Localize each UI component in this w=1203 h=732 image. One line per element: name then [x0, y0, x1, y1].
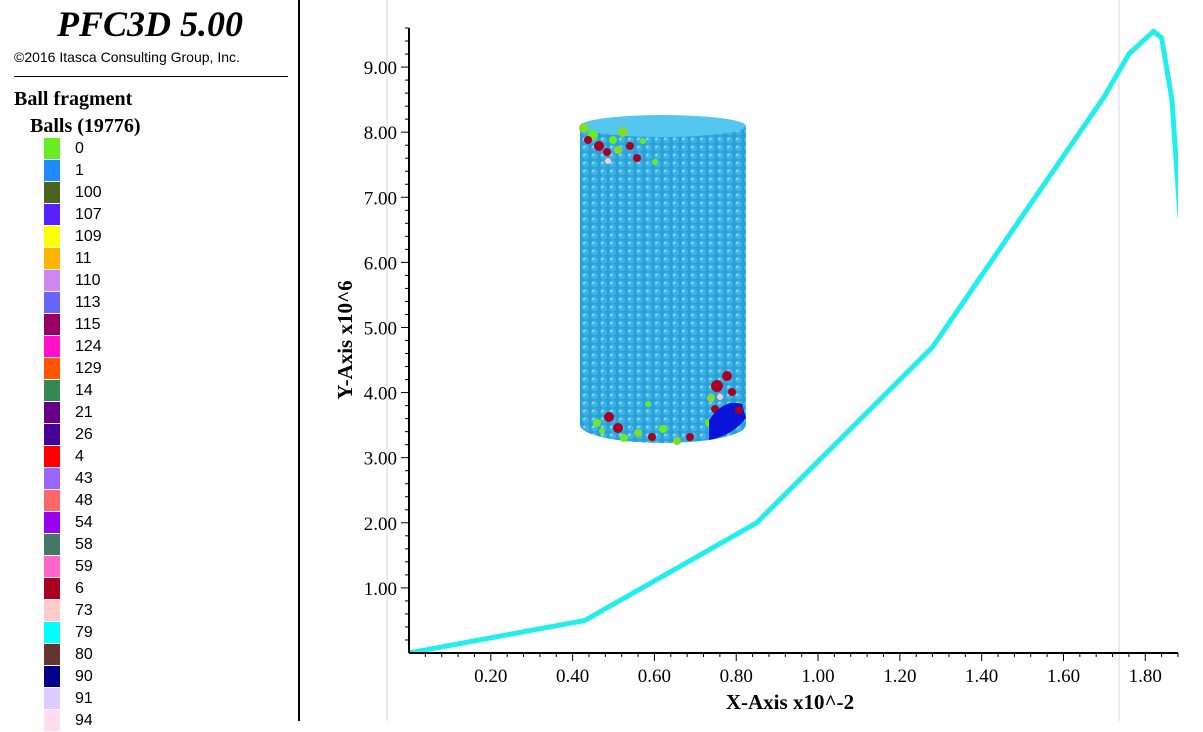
legend-label: 26: [75, 426, 93, 443]
fracture-zone-top-left: [579, 123, 658, 165]
legend-label: 14: [75, 382, 93, 399]
legend-swatch: [44, 534, 60, 555]
legend-label: 129: [75, 360, 102, 377]
x-minor-ticks: [424, 653, 1179, 661]
copyright-text: ©2016 Itasca Consulting Group, Inc.: [14, 49, 240, 65]
y-tick-label: 7.00: [364, 188, 397, 209]
x-tick-label: 1.40: [965, 666, 998, 687]
legend-swatch: [44, 336, 60, 357]
x-tick-label: 0.40: [556, 666, 589, 687]
legend-label: 80: [75, 646, 93, 663]
fracture-zone-bottom-right: [705, 371, 746, 440]
legend-label: 79: [75, 624, 93, 641]
legend-label: 59: [75, 558, 93, 575]
legend-label: 113: [75, 294, 101, 311]
app-title: PFC3D 5.00: [56, 4, 243, 44]
x-tick-label: 0.60: [638, 666, 671, 687]
y-axis-label: Y-Axis x10^6: [333, 280, 357, 399]
legend-label: 0: [75, 140, 84, 157]
legend-label: 124: [75, 338, 102, 355]
legend-swatch: [44, 204, 60, 225]
y-tick-labels: 1.00 2.00 3.00 4.00 5.00 6.00 7.00 8.00 9.00: [364, 58, 397, 600]
legend-swatch: [44, 380, 60, 401]
legend-label: 6: [75, 580, 84, 597]
legend-label: 4: [75, 448, 84, 465]
plot-area: 1.00 2.00 3.00 4.00 5.00 6.00 7.00 8.00 9.00 0.2…: [302, 0, 1203, 721]
legend-label: 107: [75, 206, 102, 223]
legend-swatch: [44, 666, 60, 687]
legend-label: 109: [75, 228, 102, 245]
legend-swatch: [44, 226, 60, 247]
chart-svg: 1.00 2.00 3.00 4.00 5.00 6.00 7.00 8.00 9.00 0.2…: [333, 0, 1179, 721]
legend-swatch: [44, 138, 60, 159]
legend-label: 43: [75, 470, 93, 487]
legend-label: 21: [75, 404, 93, 421]
axes: [408, 28, 1178, 654]
legend-label: 100: [75, 184, 102, 201]
y-tick-label: 4.00: [364, 384, 397, 405]
legend-swatch: [44, 600, 60, 621]
legend-swatch: [44, 314, 60, 335]
legend-swatch: [44, 622, 60, 643]
fracture-zone-bottom: [593, 401, 694, 445]
data-line: [409, 28, 1178, 653]
specimen-image: [579, 115, 746, 445]
x-tick-label: 1.80: [1129, 666, 1162, 687]
y-tick-label: 6.00: [364, 253, 397, 274]
legend-label: 73: [75, 602, 93, 619]
legend-label: 91: [75, 690, 93, 707]
title-divider: [14, 76, 288, 77]
legend-swatch: [44, 160, 60, 181]
legend-swatch: [44, 490, 60, 511]
y-tick-label: 3.00: [364, 449, 397, 470]
legend-swatch: [44, 556, 60, 577]
y-tick-label: 2.00: [364, 514, 397, 535]
legend-swatch: [44, 402, 60, 423]
series-line: [409, 28, 1178, 653]
y-tick-label: 1.00: [364, 579, 397, 600]
legend-swatch: [44, 688, 60, 709]
legend-label: 90: [75, 668, 93, 685]
x-tick-label: 1.00: [801, 666, 834, 687]
x-tick-label: 0.80: [720, 666, 753, 687]
x-tick-label: 0.20: [474, 666, 507, 687]
legend-swatch: [44, 578, 60, 599]
y-minor-ticks: [401, 27, 409, 641]
y-tick-label: 5.00: [364, 318, 397, 339]
legend-label: 54: [75, 514, 93, 531]
legend-swatch: [44, 292, 60, 313]
legend-panel: PFC3D 5.00 ©2016 Itasca Consulting Group…: [0, 0, 300, 731]
y-tick-label: 9.00: [364, 58, 397, 79]
legend-label: 115: [75, 316, 101, 333]
legend-swatch: [44, 248, 60, 269]
x-tick-label: 1.60: [1047, 666, 1080, 687]
legend-swatch: [44, 468, 60, 489]
legend-swatch: [44, 512, 60, 533]
y-tick-label: 8.00: [364, 123, 397, 144]
legend-label: 1: [75, 162, 84, 179]
legend-swatch: [44, 446, 60, 467]
legend-label: 11: [75, 250, 92, 267]
legend-label: 110: [75, 272, 101, 289]
legend-swatch: [44, 644, 60, 665]
legend-heading: Ball fragment: [14, 88, 133, 110]
legend-swatch: [44, 424, 60, 445]
x-axis-label: X-Axis x10^-2: [726, 690, 854, 714]
legend-label: 58: [75, 536, 93, 553]
legend-swatch: [44, 182, 60, 203]
legend-swatch: [44, 270, 60, 291]
legend-label: 48: [75, 492, 93, 509]
x-tick-labels: 0.20 0.40 0.60 0.80 1.00 1.20 1.40 1.60 1.80: [474, 666, 1162, 687]
legend-swatch: [44, 358, 60, 379]
vertical-grid-lines: [386, 0, 1120, 721]
legend-label: 94: [75, 712, 93, 729]
legend-subheading: Balls (19776): [30, 115, 141, 137]
x-tick-label: 1.20: [883, 666, 916, 687]
